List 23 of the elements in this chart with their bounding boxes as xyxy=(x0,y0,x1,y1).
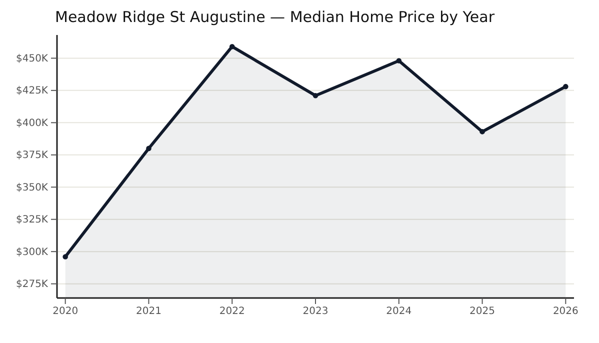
x-tick-label: 2026 xyxy=(552,306,578,318)
x-tick-label: 2023 xyxy=(302,306,328,318)
x-tick-label: 2021 xyxy=(136,306,162,318)
x-tick-label: 2025 xyxy=(470,306,495,318)
y-tick-label: $425K xyxy=(16,86,48,97)
x-tick-label: 2024 xyxy=(386,306,412,318)
y-tick-label: $325K xyxy=(16,214,48,226)
y-tick-label: $375K xyxy=(16,150,48,162)
point xyxy=(312,92,318,98)
point xyxy=(480,129,485,134)
point xyxy=(563,84,568,90)
chart-title: Meadow Ridge St Augustine — Median Home Price by Year xyxy=(55,8,496,26)
y-tick-label: $400K xyxy=(16,118,48,129)
y-tick-label: $300K xyxy=(16,246,48,258)
point xyxy=(396,58,402,64)
x-tick-label: 2020 xyxy=(52,306,78,318)
x-tick-label: 2022 xyxy=(219,306,245,318)
point xyxy=(62,254,68,260)
y-tick-label: $350K xyxy=(16,182,48,194)
y-tick-label: $275K xyxy=(16,279,48,290)
point xyxy=(146,146,152,152)
point xyxy=(229,44,235,50)
y-tick-label: $450K xyxy=(16,53,48,64)
